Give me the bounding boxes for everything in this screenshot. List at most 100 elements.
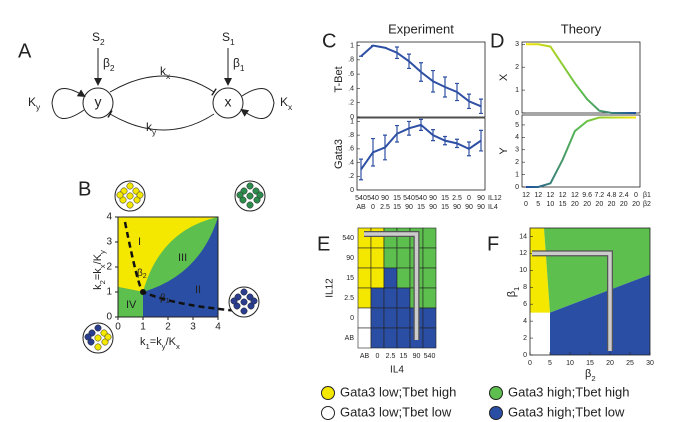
subscript: y (36, 102, 41, 112)
text-part: k (140, 336, 146, 348)
x-tick-label: 0 (524, 201, 528, 208)
subscript: y (98, 250, 107, 254)
subscript: 1 (146, 342, 150, 351)
rate-label: β1 (160, 293, 170, 306)
node-label: y (95, 94, 102, 110)
y-tick-label: .8 (348, 57, 354, 64)
cell-dot (246, 192, 254, 200)
x-tick-label: 0 (376, 353, 380, 360)
x-tick-label: 30 (646, 360, 654, 367)
x-tick-label: 90 (429, 204, 437, 211)
cell-dot (240, 307, 248, 315)
y-tick-label: .2 (348, 100, 354, 107)
y-tick-label: 4 (106, 212, 112, 223)
x-tick-label: 4 (215, 322, 221, 333)
x-tick-label: 20 (606, 360, 614, 367)
chart-title: Theory (561, 21, 602, 36)
y-tick-label: 0 (350, 114, 354, 121)
grid-cell (357, 247, 372, 269)
x-tick-label: 20 (571, 201, 579, 208)
y-tick-label: 8 (523, 284, 527, 291)
x-tick-label: 15 (393, 195, 401, 202)
y-tick-label: 5 (515, 122, 519, 129)
cell-dot (256, 191, 264, 199)
grid-cell (370, 267, 385, 289)
cell-dot (116, 191, 124, 199)
grid-cell (422, 247, 437, 269)
rate-label: Ky (28, 95, 41, 112)
region (118, 287, 143, 317)
x-tick-label: 12 (559, 192, 567, 199)
y-axis-label: X (498, 73, 510, 81)
grid-cell (396, 267, 411, 289)
grid-cell (357, 287, 372, 309)
x-tick-label: 540 (355, 195, 367, 202)
x-tick-label: 15 (559, 201, 567, 208)
self-loop (240, 88, 275, 119)
text-part: β (233, 56, 240, 70)
error-bar (443, 135, 447, 146)
grid-cell (383, 287, 398, 309)
rate-label: β1 (233, 56, 245, 73)
panel-label: D (490, 30, 504, 52)
x-axis-label: k1=ky/Kx (140, 336, 180, 351)
cell-dot (240, 288, 248, 296)
x-tick-label: 15 (393, 204, 401, 211)
y-axis-label: k2=kx/Ky (92, 250, 107, 290)
grid-cell (422, 307, 437, 329)
text-part: S (222, 30, 230, 44)
legend-label: Gata3 high;Tbet low (508, 404, 625, 419)
y-tick-label: .6 (348, 71, 354, 78)
region (530, 312, 550, 355)
region-label: I (138, 236, 141, 248)
error-bar (455, 138, 459, 149)
fixed-point (140, 289, 146, 295)
subscript: 2 (98, 280, 107, 284)
text-part: β (585, 368, 591, 380)
x-tick-label: 0 (634, 192, 638, 199)
y-tick-label: 14 (519, 233, 527, 240)
region-label: II (195, 284, 201, 296)
y-tick-label: 2 (515, 159, 519, 166)
data-line (526, 116, 636, 188)
text-part: β (506, 291, 518, 297)
y-tick-label: 4 (515, 134, 519, 141)
y-tick-label: .8 (348, 132, 354, 139)
grid-cell (383, 327, 398, 349)
text-part: k (92, 284, 104, 290)
x-tick-label: 90 (465, 204, 473, 211)
x-tick-label: 20 (608, 201, 616, 208)
plot-frame (356, 117, 486, 191)
x-tick-label: 0 (467, 195, 471, 202)
x-tick-label: 90 (381, 195, 389, 202)
y-tick-label: 3 (515, 147, 519, 154)
data-line (360, 123, 482, 171)
x-tick-label: 15 (586, 360, 594, 367)
plot-frame (356, 41, 486, 118)
region (550, 274, 650, 355)
x-tick-label: 0 (115, 322, 121, 333)
grid-cell (383, 267, 398, 289)
x-tick-label: 20 (595, 201, 603, 208)
y-tick-label: AB (345, 335, 355, 342)
y-tick-label: 2 (523, 335, 527, 342)
rate-label: β2 (137, 268, 147, 281)
x-tick-label: 20 (632, 201, 640, 208)
x-tick-label: 7.2 (594, 192, 604, 199)
x-tick-label: 90 (405, 204, 413, 211)
y-axis-label: T-Bet (333, 66, 345, 92)
grid-cell (357, 327, 372, 349)
x-tick-label: 0 (371, 204, 375, 211)
x-tick-label: 0 (528, 360, 532, 367)
node-label: x (225, 94, 232, 110)
grid-cell (357, 267, 372, 289)
y-tick-label: 0 (350, 315, 354, 322)
region (530, 228, 550, 313)
cell-dot (246, 182, 254, 190)
cell-dot (119, 196, 127, 204)
x-tick-label: 2.4 (619, 192, 629, 199)
grid-cell (396, 327, 411, 349)
rate-label: β2 (103, 56, 115, 73)
cell-dot (104, 333, 112, 341)
y-axis-label: Gata3 (333, 139, 345, 169)
